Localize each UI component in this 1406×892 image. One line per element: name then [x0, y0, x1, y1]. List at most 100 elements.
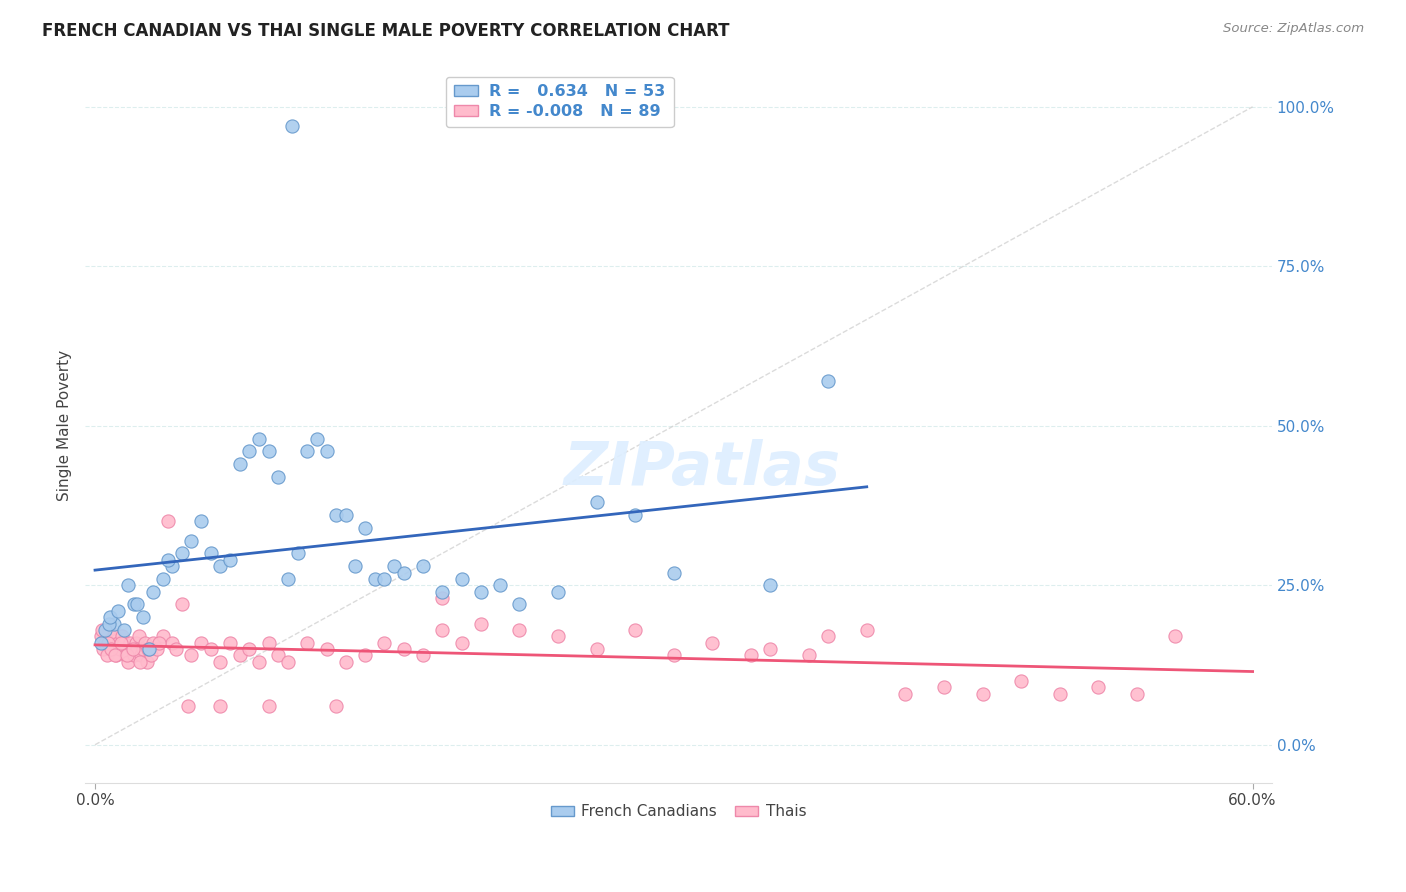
- Point: [121, 642, 143, 657]
- Point: [107, 636, 129, 650]
- Point: [115, 648, 138, 663]
- Point: [117, 578, 139, 592]
- Point: [112, 636, 135, 650]
- Point: [305, 432, 328, 446]
- Point: [267, 470, 290, 484]
- Point: [817, 374, 839, 388]
- Point: [287, 546, 309, 560]
- Point: [103, 616, 125, 631]
- Point: [131, 648, 153, 663]
- Legend: French Canadians, Thais: French Canadians, Thais: [544, 798, 813, 825]
- Point: [170, 546, 193, 560]
- Point: [1126, 687, 1149, 701]
- Point: [152, 629, 174, 643]
- Point: [91, 642, 114, 657]
- Point: [142, 636, 165, 650]
- Point: [257, 699, 280, 714]
- Point: [160, 559, 183, 574]
- Point: [209, 655, 232, 669]
- Point: [585, 642, 607, 657]
- Point: [257, 636, 280, 650]
- Point: [138, 642, 160, 657]
- Point: [127, 598, 149, 612]
- Point: [662, 566, 685, 580]
- Point: [122, 648, 145, 663]
- Point: [97, 616, 120, 631]
- Point: [104, 648, 127, 663]
- Point: [325, 699, 347, 714]
- Point: [932, 681, 955, 695]
- Point: [110, 636, 132, 650]
- Point: [117, 655, 139, 669]
- Point: [373, 572, 395, 586]
- Point: [228, 457, 250, 471]
- Point: [432, 623, 454, 637]
- Point: [267, 648, 290, 663]
- Point: [132, 610, 155, 624]
- Point: [129, 655, 152, 669]
- Point: [412, 559, 434, 574]
- Point: [1164, 629, 1187, 643]
- Point: [139, 648, 162, 663]
- Point: [547, 584, 569, 599]
- Point: [335, 655, 357, 669]
- Point: [277, 572, 299, 586]
- Point: [93, 623, 115, 637]
- Text: ZIPatlas: ZIPatlas: [564, 439, 841, 498]
- Y-axis label: Single Male Poverty: Single Male Poverty: [58, 351, 72, 501]
- Point: [152, 572, 174, 586]
- Point: [90, 636, 112, 650]
- Point: [297, 444, 319, 458]
- Point: [97, 636, 120, 650]
- Point: [127, 642, 149, 657]
- Point: [315, 642, 337, 657]
- Point: [373, 636, 395, 650]
- Point: [392, 642, 415, 657]
- Point: [160, 636, 183, 650]
- Point: [247, 655, 270, 669]
- Point: [96, 648, 118, 663]
- Point: [450, 572, 472, 586]
- Point: [412, 648, 434, 663]
- Point: [450, 636, 472, 650]
- Point: [136, 655, 159, 669]
- Point: [136, 642, 159, 657]
- Point: [122, 598, 145, 612]
- Point: [209, 699, 232, 714]
- Point: [132, 642, 155, 657]
- Point: [585, 495, 607, 509]
- Point: [325, 508, 347, 522]
- Point: [138, 642, 160, 657]
- Point: [508, 598, 530, 612]
- Point: [432, 584, 454, 599]
- Point: [247, 432, 270, 446]
- Point: [180, 533, 202, 548]
- Point: [176, 699, 198, 714]
- Point: [209, 559, 232, 574]
- Point: [470, 584, 492, 599]
- Text: Source: ZipAtlas.com: Source: ZipAtlas.com: [1223, 22, 1364, 36]
- Point: [90, 629, 112, 643]
- Point: [740, 648, 762, 663]
- Point: [547, 629, 569, 643]
- Point: [624, 623, 647, 637]
- Point: [281, 119, 304, 133]
- Point: [134, 636, 156, 650]
- Point: [817, 629, 839, 643]
- Point: [121, 642, 143, 657]
- Point: [180, 648, 202, 663]
- Point: [797, 648, 820, 663]
- Point: [145, 642, 167, 657]
- Point: [170, 598, 193, 612]
- Point: [97, 623, 120, 637]
- Point: [118, 636, 141, 650]
- Point: [238, 642, 260, 657]
- Point: [972, 687, 994, 701]
- Point: [200, 546, 222, 560]
- Point: [759, 642, 782, 657]
- Point: [93, 636, 115, 650]
- Point: [470, 616, 492, 631]
- Point: [257, 444, 280, 458]
- Point: [105, 648, 128, 663]
- Point: [392, 566, 415, 580]
